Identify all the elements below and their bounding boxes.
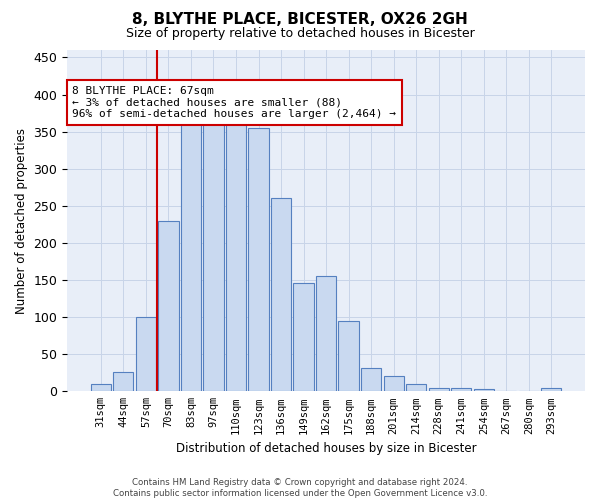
Bar — [181, 120, 201, 392]
Bar — [541, 388, 562, 392]
Bar — [338, 321, 359, 392]
Bar — [473, 389, 494, 392]
X-axis label: Distribution of detached houses by size in Bicester: Distribution of detached houses by size … — [176, 442, 476, 455]
Bar — [271, 198, 291, 392]
Bar — [203, 114, 224, 392]
Bar — [428, 388, 449, 392]
Text: 8 BLYTHE PLACE: 67sqm
← 3% of detached houses are smaller (88)
96% of semi-detac: 8 BLYTHE PLACE: 67sqm ← 3% of detached h… — [73, 86, 397, 119]
Text: Size of property relative to detached houses in Bicester: Size of property relative to detached ho… — [125, 28, 475, 40]
Bar — [248, 128, 269, 392]
Text: Contains HM Land Registry data © Crown copyright and database right 2024.
Contai: Contains HM Land Registry data © Crown c… — [113, 478, 487, 498]
Bar — [316, 276, 336, 392]
Y-axis label: Number of detached properties: Number of detached properties — [15, 128, 28, 314]
Bar — [383, 376, 404, 392]
Bar — [496, 390, 517, 392]
Bar — [293, 283, 314, 392]
Text: 8, BLYTHE PLACE, BICESTER, OX26 2GH: 8, BLYTHE PLACE, BICESTER, OX26 2GH — [132, 12, 468, 28]
Bar — [451, 388, 472, 392]
Bar — [91, 384, 111, 392]
Bar — [136, 317, 156, 392]
Bar — [226, 113, 246, 392]
Bar — [113, 372, 133, 392]
Bar — [361, 368, 381, 392]
Bar — [158, 220, 179, 392]
Bar — [406, 384, 427, 392]
